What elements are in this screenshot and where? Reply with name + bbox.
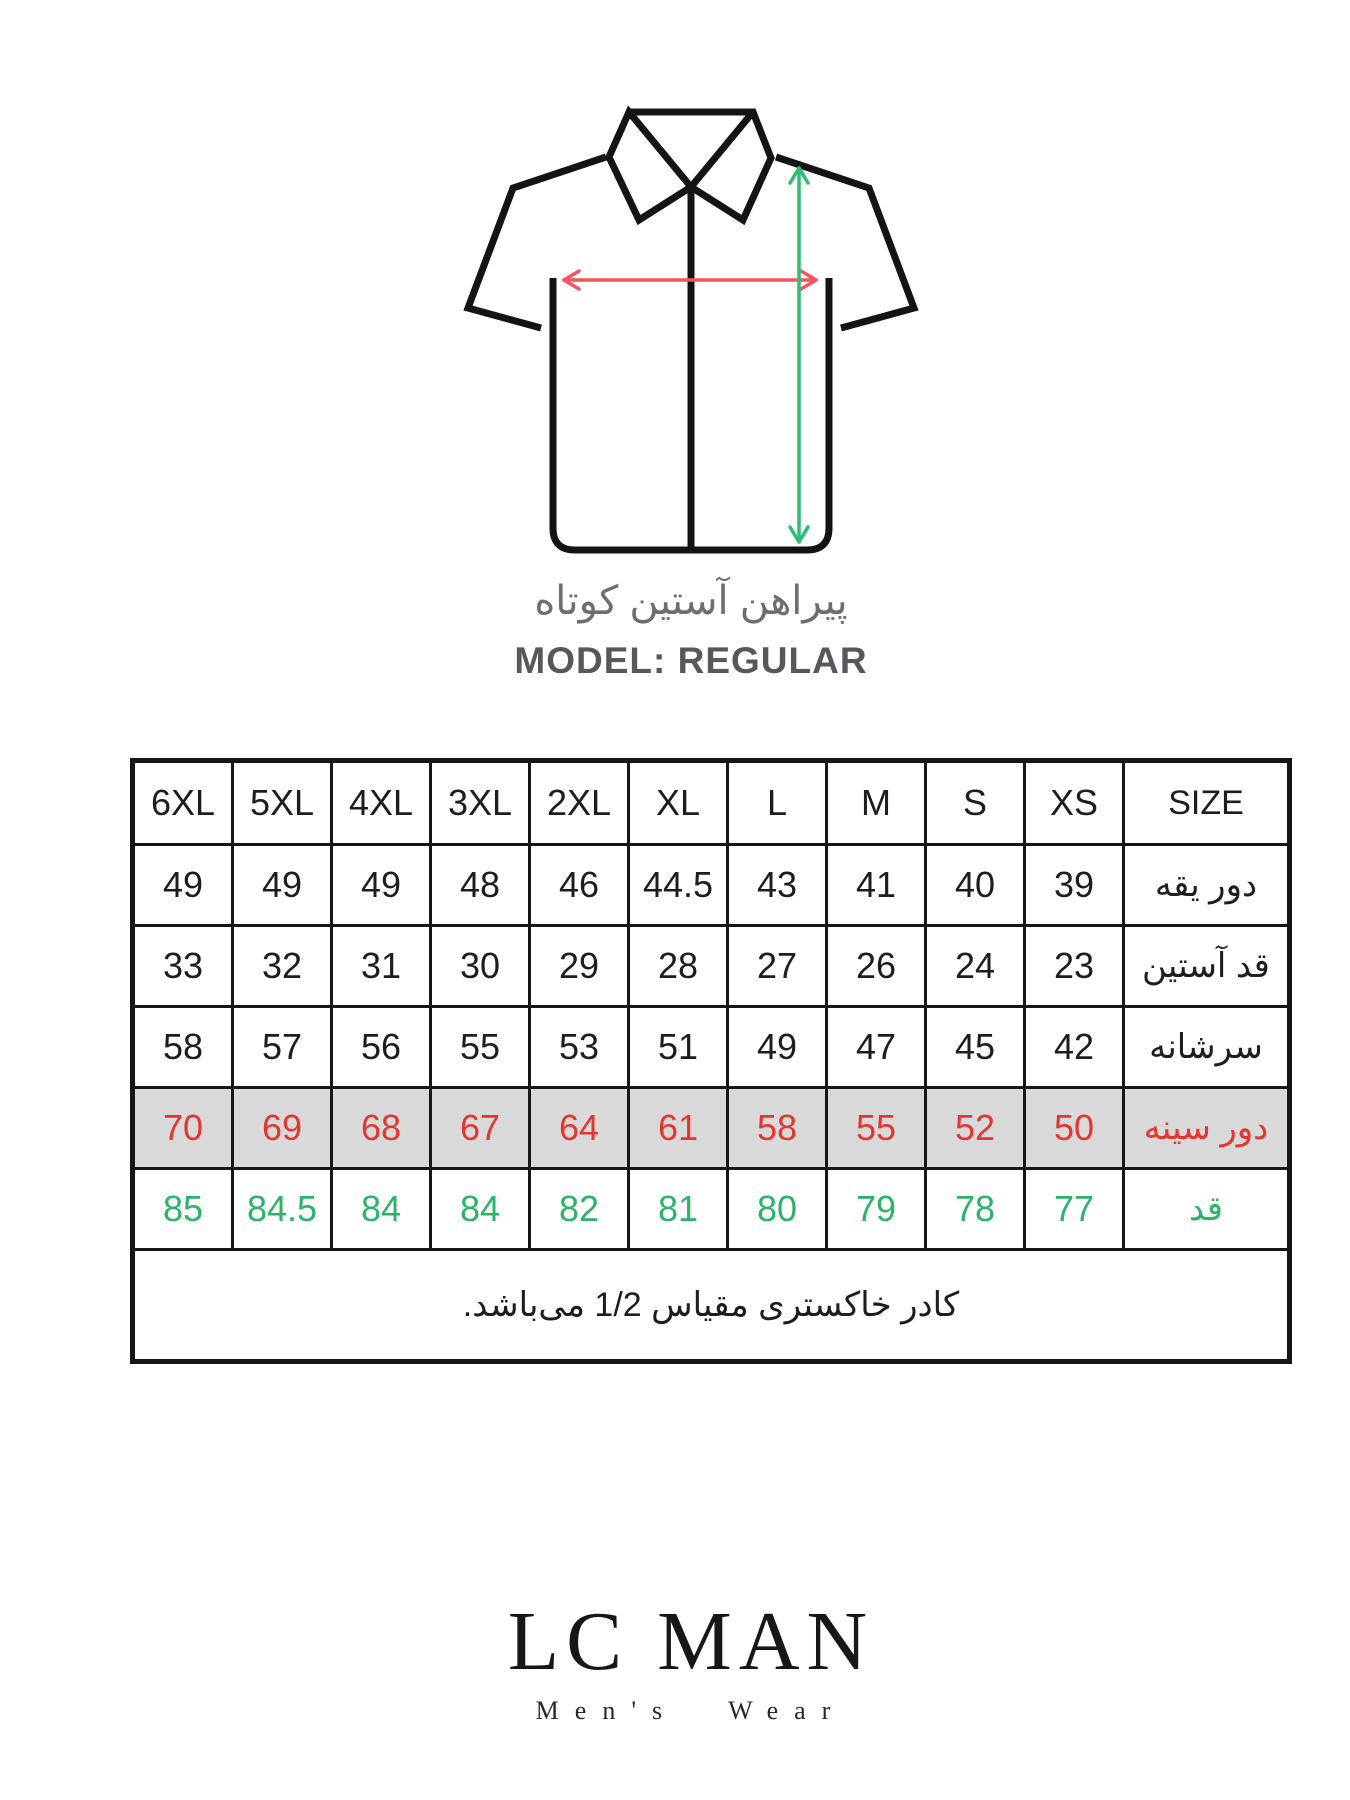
measurement-cell: 82 [528, 1167, 630, 1251]
measurement-row: 70 69 68 67 64 61 58 55 52 50 دور سینه [131, 1086, 1291, 1170]
measurement-cell: 42 [1023, 1005, 1125, 1089]
measurement-cell: 79 [825, 1167, 927, 1251]
measurement-row: 58 57 56 55 53 51 49 47 45 42 سرشانه [131, 1005, 1291, 1089]
note-row: کادر خاکستری مقیاس 1/2 می‌باشد. [131, 1248, 1291, 1363]
measurement-cell: 58 [131, 1005, 234, 1089]
measurement-cell: 58 [726, 1086, 828, 1170]
measurement-cell: 39 [1023, 843, 1125, 927]
measurement-label: دور یقه [1122, 843, 1291, 927]
size-header-s: S [924, 759, 1026, 846]
body-length-arrow [788, 166, 810, 544]
measurement-row: 33 32 31 30 29 28 27 26 24 23 قد آستین [131, 924, 1291, 1008]
size-table: 6XL 5XL 4XL 3XL 2XL XL L M S XS SIZE 49 49 49 48 46 44.… [130, 758, 1292, 1364]
measurement-cell: 70 [131, 1086, 234, 1170]
measurement-cell: 40 [924, 843, 1026, 927]
scale-note: کادر خاکستری مقیاس 1/2 می‌باشد. [131, 1248, 1291, 1363]
size-column-title: SIZE [1122, 759, 1291, 846]
model-label: MODEL: REGULAR [514, 640, 868, 681]
measurement-cell: 27 [726, 924, 828, 1008]
measurement-label: قد آستین [1122, 924, 1291, 1008]
size-header-5xl: 5XL [231, 759, 333, 846]
measurement-cell: 44.5 [627, 843, 729, 927]
left-sleeve-outline [463, 153, 608, 332]
size-header-xs: XS [1023, 759, 1125, 846]
measurement-cell: 41 [825, 843, 927, 927]
measurement-cell: 30 [429, 924, 531, 1008]
measurement-label: دور سینه [1122, 1086, 1291, 1170]
measurement-cell: 55 [825, 1086, 927, 1170]
measurement-cell: 69 [231, 1086, 333, 1170]
measurement-cell: 78 [924, 1167, 1026, 1251]
shirt-diagram [463, 105, 919, 554]
measurement-cell: 84.5 [231, 1167, 333, 1251]
measurement-cell: 24 [924, 924, 1026, 1008]
measurement-cell: 80 [726, 1167, 828, 1251]
measurement-row: 49 49 49 48 46 44.5 43 41 40 39 دور یقه [131, 843, 1291, 927]
measurement-cell: 23 [1023, 924, 1125, 1008]
measurement-cell: 47 [825, 1005, 927, 1089]
measurement-row: 85 84.5 84 84 82 81 80 79 78 77 قد [131, 1167, 1291, 1251]
measurement-cell: 68 [330, 1086, 432, 1170]
measurement-cell: 31 [330, 924, 432, 1008]
measurement-cell: 46 [528, 843, 630, 927]
measurement-cell: 53 [528, 1005, 630, 1089]
measurement-cell: 26 [825, 924, 927, 1008]
measurement-cell: 43 [726, 843, 828, 927]
measurement-cell: 84 [429, 1167, 531, 1251]
size-header-xl: XL [627, 759, 729, 846]
measurement-cell: 49 [131, 843, 234, 927]
size-header-3xl: 3XL [429, 759, 531, 846]
measurement-cell: 49 [330, 843, 432, 927]
product-title-fa: پیراهن آستین کوتاه [534, 579, 848, 623]
measurement-label: قد [1122, 1167, 1291, 1251]
measurement-cell: 84 [330, 1167, 432, 1251]
chest-width-arrow [562, 269, 818, 291]
measurement-label: سرشانه [1122, 1005, 1291, 1089]
size-header-4xl: 4XL [330, 759, 432, 846]
collar-outline [605, 105, 775, 226]
measurement-cell: 81 [627, 1167, 729, 1251]
measurement-cell: 45 [924, 1005, 1026, 1089]
measurement-cell: 67 [429, 1086, 531, 1170]
size-header-l: L [726, 759, 828, 846]
measurement-cell: 51 [627, 1005, 729, 1089]
size-header-6xl: 6XL [131, 759, 234, 846]
measurement-cell: 55 [429, 1005, 531, 1089]
measurement-cell: 57 [231, 1005, 333, 1089]
brand-name: LC MAN [507, 1595, 875, 1688]
measurement-cell: 77 [1023, 1167, 1125, 1251]
brand-logo: LC MAN Men's Wear [130, 1600, 1252, 1726]
measurement-cell: 49 [231, 843, 333, 927]
measurement-cell: 32 [231, 924, 333, 1008]
size-header-m: M [825, 759, 927, 846]
measurement-cell: 52 [924, 1086, 1026, 1170]
measurement-cell: 61 [627, 1086, 729, 1170]
size-header-row: 6XL 5XL 4XL 3XL 2XL XL L M S XS SIZE [131, 759, 1291, 846]
shirt-outline [463, 105, 919, 554]
measurement-cell: 50 [1023, 1086, 1125, 1170]
measurement-cell: 64 [528, 1086, 630, 1170]
measurement-cell: 49 [726, 1005, 828, 1089]
brand-tagline: Men's Wear [535, 1696, 847, 1725]
size-header-2xl: 2XL [528, 759, 630, 846]
measurement-cell: 28 [627, 924, 729, 1008]
measurement-cell: 85 [131, 1167, 234, 1251]
measurement-cell: 33 [131, 924, 234, 1008]
right-sleeve-outline [774, 153, 919, 332]
measurement-cell: 48 [429, 843, 531, 927]
measurement-cell: 29 [528, 924, 630, 1008]
measurement-cell: 56 [330, 1005, 432, 1089]
